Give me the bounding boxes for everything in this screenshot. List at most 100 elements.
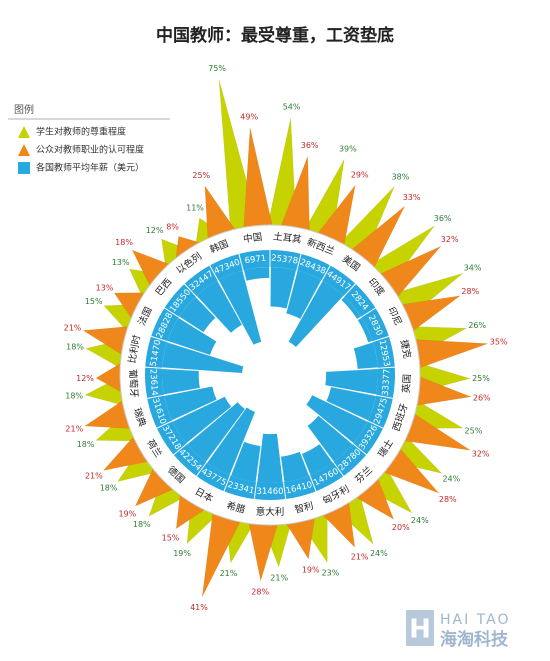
salary-bar <box>196 280 242 333</box>
spike-label: 13% <box>112 258 130 267</box>
spike-label: 19% <box>118 509 136 518</box>
ring-divider <box>352 443 386 471</box>
salary-label: 31460 <box>256 487 283 497</box>
salary-label: 33377 <box>381 369 393 397</box>
spike-label: 34% <box>464 264 482 273</box>
spike-label: 18% <box>65 392 83 401</box>
ring-divider <box>134 420 173 440</box>
country-label: 英国 <box>400 374 413 394</box>
salary-bar <box>161 369 200 395</box>
country-label: 比利时 <box>126 334 143 365</box>
salary-bar <box>306 395 368 444</box>
ring-divider <box>120 365 163 369</box>
legend-label: 公众对教师职业的认可程度 <box>36 144 144 156</box>
spike-label: 19% <box>302 565 320 574</box>
ring-divider <box>360 294 397 318</box>
country-label: 意大利 <box>256 506 285 518</box>
watermark: H HAI TAO 海淘科技 <box>406 610 511 650</box>
country-label: 土耳其 <box>272 230 302 246</box>
spike-label: 28% <box>251 587 269 596</box>
salary-bar <box>301 444 333 476</box>
ring-divider <box>197 243 219 281</box>
country-label: 智利 <box>293 500 314 516</box>
spike-label: 20% <box>392 523 410 532</box>
spike <box>243 127 273 228</box>
country-label: 葡萄牙 <box>126 369 140 398</box>
salary-bar <box>325 369 378 395</box>
ring-divider <box>377 365 420 369</box>
salary-label: 25378 <box>270 253 298 266</box>
ring-divider <box>296 229 308 271</box>
spike-label: 18% <box>100 483 118 492</box>
salary-bar <box>280 451 309 483</box>
spike-label: 24% <box>442 474 460 483</box>
legend-label: 各国教师平均年薪（美元） <box>36 162 144 174</box>
ring-divider <box>127 328 168 343</box>
spike-label: 32% <box>472 450 490 459</box>
spike-label: 24% <box>370 549 388 558</box>
salary-bar <box>353 342 378 369</box>
ring-divider <box>232 229 244 271</box>
watermark-en: HAI TAO <box>440 612 511 628</box>
salary-bar <box>326 387 376 421</box>
watermark-logo <box>406 610 434 646</box>
ring-divider <box>181 462 207 497</box>
watermark-logo-letter: H <box>409 615 431 645</box>
spike-label: 15% <box>162 534 180 543</box>
legend-swatch <box>18 162 30 174</box>
legend-title: 图例 <box>14 103 34 116</box>
legend-swatch <box>18 144 30 156</box>
ring-divider <box>375 394 418 404</box>
spike-label: 18% <box>66 342 84 351</box>
salary-bar <box>270 267 297 309</box>
salary-bar <box>231 441 261 483</box>
spike-label: 26% <box>473 393 491 402</box>
ring-divider <box>250 482 257 524</box>
salary-bar <box>243 267 270 281</box>
spike-label: 54% <box>283 102 301 111</box>
spike-label: 38% <box>392 173 410 182</box>
spike-label: 23% <box>322 568 340 577</box>
spike-label: 49% <box>240 112 258 121</box>
country-label: 中国 <box>243 231 263 245</box>
spike-label: 18% <box>115 238 133 247</box>
salary-label: 12953 <box>376 339 391 367</box>
spike-label: 28% <box>461 287 479 296</box>
spike-label: 25% <box>192 171 210 180</box>
ring-divider <box>372 328 413 343</box>
country-label: 捷克 <box>398 339 413 360</box>
salary-bar <box>257 433 283 484</box>
salary-label: 51470 <box>149 339 164 367</box>
salary-bar <box>164 386 217 421</box>
spike-label: 15% <box>85 297 103 306</box>
salary-bar <box>286 270 322 319</box>
salary-label: 23614 <box>147 369 159 397</box>
salary-bar <box>307 415 353 462</box>
spike-label: 25% <box>465 427 483 436</box>
spike-label: 32% <box>441 235 459 244</box>
spike-label: 75% <box>208 64 226 73</box>
ring-divider <box>333 462 359 497</box>
spike-label: 12% <box>76 374 94 383</box>
ring-divider <box>154 443 188 471</box>
spike-label: 33% <box>403 193 421 202</box>
spike-label: 35% <box>490 338 508 347</box>
spike-label: 11% <box>186 204 204 213</box>
spike-label: 36% <box>301 141 319 150</box>
spike-label: 26% <box>468 321 486 330</box>
legend-swatch <box>18 126 30 138</box>
country-label: 希腊 <box>225 500 247 516</box>
country-label: 瑞典 <box>131 406 148 428</box>
salary-bar <box>341 296 361 319</box>
spike-label: 18% <box>77 440 95 449</box>
spike <box>415 339 488 369</box>
spike-label: 21% <box>220 569 238 578</box>
ring-divider <box>343 265 374 297</box>
salary-bar <box>179 296 216 333</box>
spike-label: 18% <box>133 520 151 529</box>
spike-label: 19% <box>173 549 191 558</box>
salary-bar <box>162 342 244 374</box>
salary-bar <box>357 317 373 343</box>
